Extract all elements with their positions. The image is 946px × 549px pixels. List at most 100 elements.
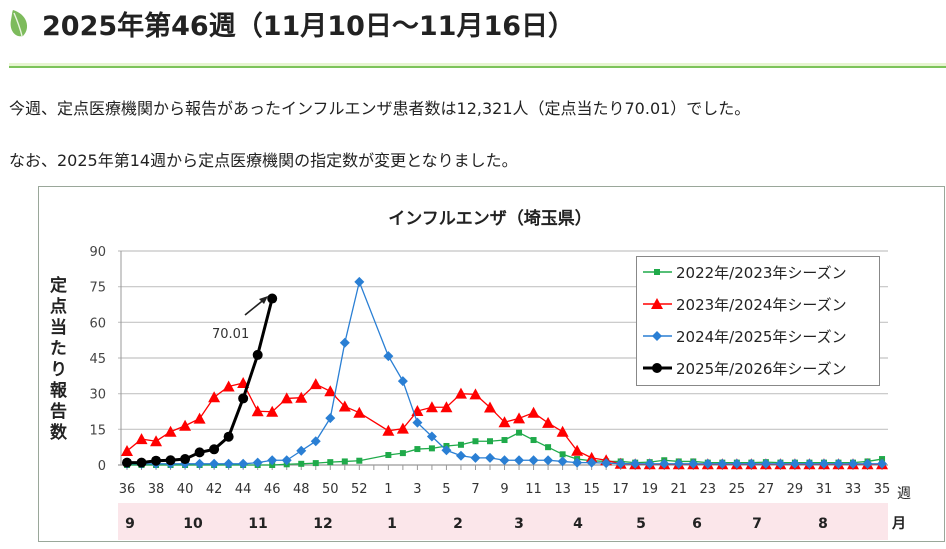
data-point <box>543 455 554 466</box>
data-point <box>223 431 234 442</box>
y-tick-label: 75 <box>89 281 106 296</box>
legend-marker <box>654 269 660 275</box>
chart-title: インフルエンザ（埼玉県） <box>388 208 592 229</box>
x-tick-label: 3 <box>413 482 421 497</box>
x-tick-label: 48 <box>293 482 310 497</box>
month-label: 7 <box>752 516 762 532</box>
y-tick-label: 0 <box>98 459 106 474</box>
x-tick-label: 21 <box>670 482 687 497</box>
data-point <box>527 406 540 418</box>
legend-marker <box>652 331 662 341</box>
data-point <box>310 436 321 447</box>
data-point <box>122 457 132 468</box>
data-point <box>356 457 363 464</box>
data-point <box>877 458 888 469</box>
data-point <box>586 457 597 468</box>
data-point <box>193 412 206 424</box>
month-label: 12 <box>313 516 332 532</box>
data-point <box>499 455 510 466</box>
data-point <box>717 458 728 469</box>
data-point <box>296 445 307 456</box>
y-tick-label: 60 <box>89 316 106 331</box>
data-point <box>209 444 220 455</box>
data-point <box>585 451 598 463</box>
month-label: 4 <box>573 516 583 532</box>
data-point <box>412 417 423 428</box>
data-point <box>312 460 319 467</box>
data-point <box>135 433 148 445</box>
month-label: 3 <box>514 516 524 532</box>
data-point <box>513 412 526 424</box>
data-point <box>659 458 670 469</box>
data-point <box>454 387 467 399</box>
data-point <box>164 425 177 437</box>
x-tick-label: 19 <box>641 482 658 497</box>
data-point <box>469 388 482 400</box>
data-point <box>397 376 408 387</box>
x-tick-label: 52 <box>351 482 368 497</box>
data-point <box>325 413 336 424</box>
data-point <box>267 293 278 304</box>
data-point <box>818 458 829 469</box>
data-point <box>339 337 350 348</box>
data-point <box>150 435 163 447</box>
data-point <box>382 424 395 436</box>
leaf-icon <box>10 10 28 37</box>
arrow-head-icon <box>259 296 268 304</box>
data-point <box>615 458 626 469</box>
month-label: 9 <box>125 516 135 532</box>
data-point <box>327 459 334 466</box>
month-axis-label: 月 <box>891 516 906 532</box>
month-label: 8 <box>818 516 828 532</box>
data-point <box>557 456 568 467</box>
data-point <box>266 405 279 417</box>
data-point <box>862 458 873 469</box>
x-tick-label: 5 <box>442 482 450 497</box>
data-point <box>514 455 525 466</box>
data-point <box>530 437 537 444</box>
data-point <box>601 458 612 469</box>
x-tick-label: 44 <box>235 482 252 497</box>
x-tick-label: 15 <box>583 482 600 497</box>
x-tick-label: 9 <box>500 482 508 497</box>
data-point <box>528 455 539 466</box>
page-title: 2025年第46週（11月10日～11月16日） <box>42 11 576 42</box>
summary-text: 今週、定点医療機関から報告があったインフルエンザ患者数は12,321人（定点当た… <box>9 99 751 118</box>
y-tick-label: 45 <box>89 352 106 367</box>
data-point <box>688 458 699 469</box>
x-tick-label: 23 <box>700 482 717 497</box>
y-tick-label: 15 <box>89 423 106 438</box>
data-point <box>571 444 584 456</box>
series-line <box>127 431 883 466</box>
month-label: 5 <box>636 516 646 532</box>
legend-marker <box>652 363 662 373</box>
data-point <box>280 392 293 404</box>
data-point <box>238 458 249 469</box>
data-point <box>457 441 464 448</box>
x-tick-label: 50 <box>322 482 339 497</box>
data-point <box>542 416 555 428</box>
legend-label: 2022年/2023年シーズン <box>676 264 847 282</box>
data-point <box>136 457 147 468</box>
x-tick-label: 29 <box>787 482 804 497</box>
data-point <box>426 431 437 442</box>
data-point <box>789 458 800 469</box>
data-point <box>338 400 351 412</box>
data-point <box>208 391 221 403</box>
data-point <box>487 438 493 445</box>
x-axis-label: 週 <box>897 486 911 502</box>
x-tick-label: 1 <box>384 482 392 497</box>
x-tick-label: 31 <box>816 482 833 497</box>
data-point <box>484 401 496 413</box>
annotation-label: 70.01 <box>212 327 249 342</box>
data-point <box>267 455 278 466</box>
data-point <box>354 276 365 287</box>
legend-marker <box>651 298 663 309</box>
data-point <box>396 422 409 434</box>
data-point <box>295 391 308 403</box>
x-tick-label: 38 <box>148 482 165 497</box>
x-tick-label: 36 <box>119 482 136 497</box>
data-point <box>383 351 394 362</box>
data-point <box>238 393 249 404</box>
